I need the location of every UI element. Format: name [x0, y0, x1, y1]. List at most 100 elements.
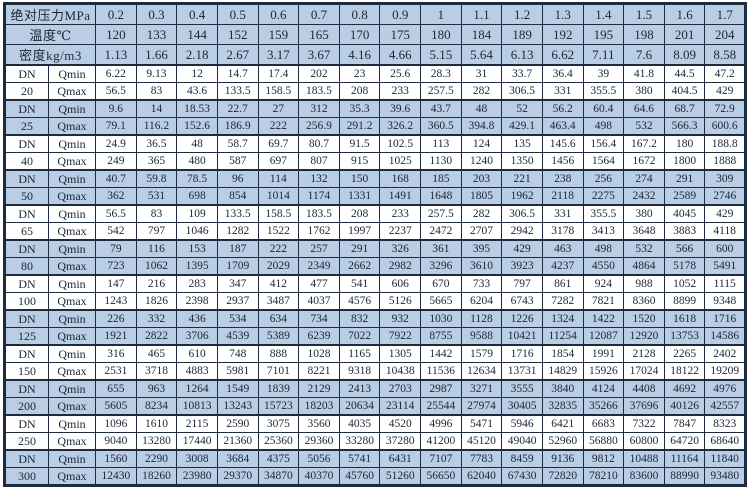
qmax-value-cell: 33280 — [338, 432, 381, 451]
qmin-value-cell: 1115 — [704, 274, 746, 293]
temperature-value-cell: 201 — [663, 24, 706, 45]
qmax-value-cell: 222 — [257, 117, 300, 136]
table-row-dn125-qmax: 125 Qmax 1921 2822 3706 4539 5389 6239 7022 7922 8… — [4, 327, 746, 346]
qmax-value-cell: 40126 — [663, 397, 706, 416]
qmax-value-cell: 2822 — [135, 327, 178, 346]
qmax-value-cell: 2942 — [501, 222, 543, 241]
qmin-value-cell: 39 — [582, 64, 625, 83]
pressure-value-cell: 1.4 — [582, 3, 625, 25]
qmax-value-cell: 2707 — [460, 222, 503, 241]
qmax-value-cell: 13243 — [216, 397, 259, 416]
qmin-value-cell: 861 — [541, 274, 584, 293]
qmin-value-cell: 6421 — [541, 414, 584, 433]
qmax-value-cell: 10421 — [501, 327, 543, 346]
qmax-value-cell: 698 — [176, 187, 218, 206]
qmin-value-cell: 429 — [501, 239, 543, 258]
qmin-value-cell: 331 — [541, 204, 584, 223]
table-row-dn250-qmax: 250 Qmax 9040 13280 17440 21360 25360 29360 3328… — [4, 432, 746, 451]
qmin-value-cell: 291 — [338, 239, 381, 258]
qmin-value-cell: 412 — [257, 274, 300, 293]
qmin-value-cell: 11164 — [663, 449, 706, 468]
qmin-value-cell: 24.9 — [95, 134, 137, 153]
qmin-value-cell: 116 — [135, 239, 178, 258]
qmin-value-cell: 2290 — [135, 449, 178, 468]
dn-size-label: 150 — [4, 362, 49, 381]
qmax-value-cell: 1826 — [135, 292, 178, 311]
qmin-value-cell: 7847 — [663, 414, 706, 433]
qmax-value-cell: 4550 — [582, 257, 625, 276]
qmax-value-cell: 158.5 — [257, 82, 300, 101]
qmin-value-cell: 58.7 — [216, 134, 259, 153]
qmax-value-cell: 21360 — [216, 432, 259, 451]
qmax-value-cell: 11254 — [541, 327, 584, 346]
qmax-value-cell: 12430 — [95, 467, 137, 486]
dn-size-label: 200 — [4, 397, 49, 416]
qmax-value-cell: 404.5 — [663, 82, 706, 101]
pressure-label: 绝对压力MPa — [4, 3, 96, 25]
table-row-dn50-qmax: 50 Qmax 362 531 698 854 1014 1174 1331 1491 1648 18… — [4, 187, 746, 206]
header-row-density: 密度kg/m3 1.13 1.66 2.18 2.67 3.17 3.67 4.16 4.66 5… — [4, 44, 746, 66]
qmax-value-cell: 1888 — [704, 152, 746, 171]
temperature-value-cell: 170 — [338, 24, 381, 45]
qmin-label: Qmin — [48, 64, 96, 83]
qmax-value-cell: 83600 — [623, 467, 665, 486]
qmin-value-cell: 463 — [541, 239, 584, 258]
qmin-value-cell: 221 — [501, 169, 543, 188]
table-row-dn65-qmax: 65 Qmax 542 797 1046 1282 1522 1762 1997 2237 2472… — [4, 222, 746, 241]
qmax-value-cell: 30405 — [501, 397, 543, 416]
qmin-value-cell: 534 — [216, 309, 259, 328]
qmin-value-cell: 114 — [257, 169, 300, 188]
temperature-value-cell: 152 — [216, 24, 259, 45]
qmin-value-cell: 498 — [582, 239, 625, 258]
qmin-value-cell: 361 — [420, 239, 462, 258]
qmax-value-cell: 1062 — [135, 257, 178, 276]
qmax-value-cell: 915 — [338, 152, 381, 171]
density-value-cell: 2.18 — [176, 44, 218, 66]
qmin-value-cell: 2265 — [663, 344, 706, 363]
dn-size-label: 40 — [4, 152, 49, 171]
qmin-value-cell: 60.4 — [582, 99, 625, 118]
qmin-value-cell: 222 — [257, 239, 300, 258]
qmin-value-cell: 216 — [135, 274, 178, 293]
qmin-value-cell: 748 — [216, 344, 259, 363]
qmax-value-cell: 10438 — [379, 362, 421, 381]
qmax-value-cell: 5389 — [257, 327, 300, 346]
qmax-value-cell: 40370 — [298, 467, 340, 486]
table-row-dn125-qmin: DN Qmin 226 332 436 534 634 734 832 932 1030 1128 12… — [4, 309, 746, 328]
qmax-value-cell: 116.2 — [135, 117, 178, 136]
qmax-value-cell: 14829 — [541, 362, 584, 381]
qmax-value-cell: 5491 — [704, 257, 746, 276]
qmax-value-cell: 3296 — [420, 257, 462, 276]
qmax-value-cell: 56880 — [582, 432, 625, 451]
qmin-value-cell: 5471 — [460, 414, 503, 433]
qmax-value-cell: 532 — [623, 117, 665, 136]
qmax-value-cell: 2982 — [379, 257, 421, 276]
qmin-value-cell: 68.7 — [663, 99, 706, 118]
temperature-value-cell: 133 — [135, 24, 178, 45]
qmin-value-cell: 355.5 — [582, 204, 625, 223]
table-row-dn250-qmin: DN Qmin 1096 1610 2115 2590 3075 3560 4035 4520 49… — [4, 414, 746, 433]
qmax-value-cell: 41200 — [420, 432, 462, 451]
temperature-value-cell: 175 — [379, 24, 421, 45]
qmax-value-cell: 3610 — [460, 257, 503, 276]
table-row-dn200-qmin: DN Qmin 655 963 1264 1549 1839 2129 2413 2703 2987… — [4, 379, 746, 398]
qmax-value-cell: 2937 — [216, 292, 259, 311]
qmin-value-cell: 1520 — [623, 309, 665, 328]
density-label: 密度kg/m3 — [4, 44, 96, 66]
qmin-value-cell: 1096 — [95, 414, 137, 433]
qmax-value-cell: 1997 — [338, 222, 381, 241]
qmin-value-cell: 39.6 — [379, 99, 421, 118]
dn-label: DN — [4, 449, 49, 468]
qmax-value-cell: 4883 — [176, 362, 218, 381]
qmin-value-cell: 4375 — [257, 449, 300, 468]
table-row-dn100-qmax: 100 Qmax 1243 1826 2398 2937 3487 4037 4576 5126 5… — [4, 292, 746, 311]
qmin-value-cell: 25.6 — [379, 64, 421, 83]
qmax-value-cell: 12634 — [460, 362, 503, 381]
qmax-value-cell: 1962 — [501, 187, 543, 206]
qmin-value-cell: 541 — [338, 274, 381, 293]
qmin-value-cell: 4045 — [663, 204, 706, 223]
qmin-value-cell: 5056 — [298, 449, 340, 468]
qmax-value-cell: 43.6 — [176, 82, 218, 101]
qmin-value-cell: 109 — [176, 204, 218, 223]
